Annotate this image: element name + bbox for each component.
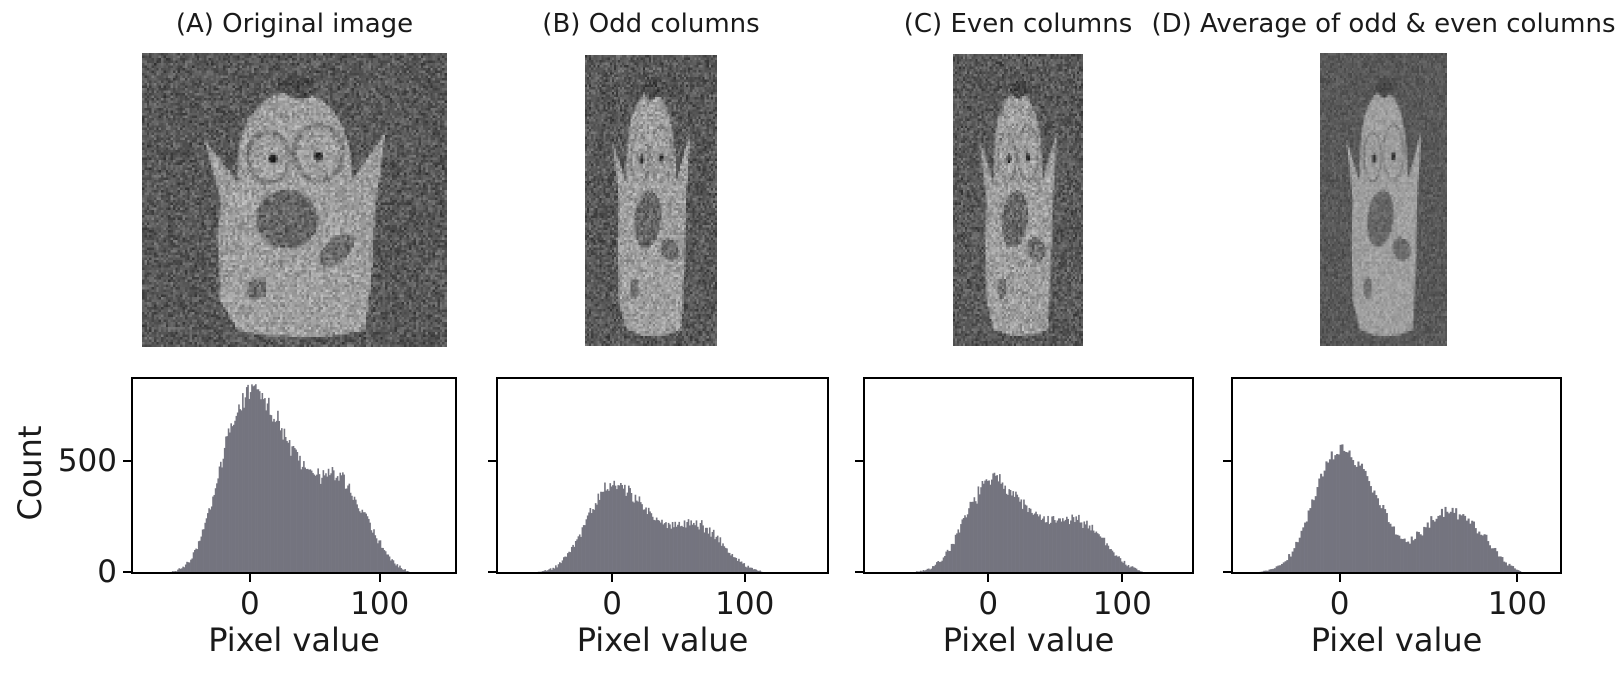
x-tick-label: 100 bbox=[350, 586, 410, 622]
panel-a-histogram-canvas bbox=[133, 379, 455, 572]
panel-c-histogram-plot bbox=[863, 377, 1194, 574]
x-tick bbox=[1516, 574, 1519, 582]
panel-d-histogram-canvas bbox=[1233, 379, 1560, 572]
y-tick bbox=[488, 571, 496, 573]
x-tick-label: 0 bbox=[239, 586, 260, 622]
y-tick bbox=[123, 460, 131, 463]
panel-a-title: (A) Original image bbox=[175, 9, 414, 39]
y-tick bbox=[855, 460, 863, 463]
panel-a-histogram-plot bbox=[131, 377, 457, 574]
x-tick-label: 100 bbox=[715, 586, 775, 622]
x-tick-label: 100 bbox=[1092, 586, 1152, 622]
y-tick bbox=[123, 571, 131, 573]
panel-c-noisy-image bbox=[953, 54, 1083, 346]
y-tick-label: 0 bbox=[97, 554, 117, 590]
x-tick-label: 0 bbox=[602, 586, 622, 622]
panel-d-histogram-plot bbox=[1231, 377, 1562, 574]
x-tick bbox=[987, 574, 990, 582]
y-tick bbox=[1223, 460, 1231, 463]
panel-b-xaxis-label: Pixel value bbox=[576, 621, 749, 659]
x-tick-label: 0 bbox=[1329, 586, 1350, 622]
y-tick bbox=[488, 460, 496, 463]
y-tick bbox=[1223, 571, 1231, 573]
panel-a-noisy-image bbox=[142, 53, 447, 347]
x-tick bbox=[1338, 574, 1341, 582]
x-tick bbox=[611, 574, 614, 582]
panel-b-title: (B) Odd columns bbox=[542, 9, 760, 39]
x-tick bbox=[743, 574, 746, 582]
panel-a-xaxis-label: Pixel value bbox=[208, 621, 380, 659]
y-tick-label: 500 bbox=[57, 443, 117, 480]
panel-c-title: (C) Even columns bbox=[903, 9, 1133, 39]
panel-c-histogram-canvas bbox=[865, 379, 1192, 572]
x-tick-label: 100 bbox=[1487, 586, 1547, 622]
x-tick bbox=[1121, 574, 1124, 582]
panel-d-noisy-image bbox=[1320, 53, 1447, 346]
panel-b-noisy-image bbox=[585, 55, 717, 346]
panel-b-histogram-plot bbox=[496, 377, 829, 574]
panel-d-title: (D) Average of odd & even columns bbox=[1151, 9, 1616, 39]
x-tick bbox=[248, 574, 251, 582]
panel-c-xaxis-label: Pixel value bbox=[942, 621, 1115, 659]
panel-b-histogram-canvas bbox=[498, 379, 827, 572]
y-tick bbox=[855, 571, 863, 573]
x-tick-label: 0 bbox=[978, 586, 999, 622]
panel-d-xaxis-label: Pixel value bbox=[1310, 621, 1483, 659]
x-tick bbox=[378, 574, 381, 582]
